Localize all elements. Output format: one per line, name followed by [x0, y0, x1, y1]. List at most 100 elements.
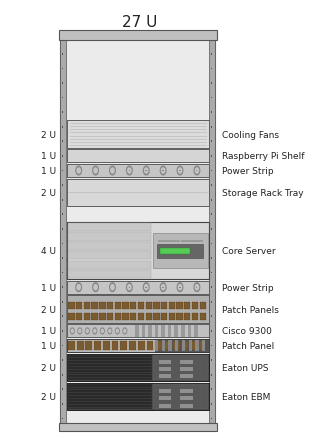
Text: 1 U: 1 U — [41, 283, 56, 292]
Bar — [62, 359, 63, 361]
Bar — [179, 170, 180, 172]
Bar — [155, 325, 158, 337]
Bar — [67, 354, 209, 381]
Circle shape — [128, 169, 131, 173]
Text: 1 U: 1 U — [41, 341, 56, 350]
Bar — [62, 185, 63, 187]
Bar — [122, 303, 129, 310]
Bar — [153, 384, 208, 410]
Bar — [68, 261, 151, 269]
Bar — [211, 359, 212, 361]
Circle shape — [115, 328, 119, 334]
Circle shape — [178, 169, 182, 173]
Bar — [76, 303, 82, 310]
Bar — [211, 97, 212, 99]
Circle shape — [100, 328, 104, 334]
Bar — [182, 342, 188, 350]
Bar — [62, 286, 63, 288]
Bar — [181, 403, 193, 408]
Bar — [181, 367, 193, 371]
Bar — [62, 97, 63, 99]
Bar — [99, 303, 105, 310]
Bar — [211, 272, 212, 274]
Text: 2 U: 2 U — [41, 305, 56, 314]
Bar — [68, 384, 152, 410]
Bar — [145, 303, 152, 310]
Bar — [138, 303, 144, 310]
Bar — [68, 242, 151, 251]
Bar — [159, 248, 190, 254]
Bar — [68, 303, 75, 310]
Bar — [211, 112, 212, 114]
Circle shape — [195, 285, 198, 290]
Bar — [148, 325, 152, 337]
Bar — [168, 340, 172, 352]
Bar — [62, 345, 63, 346]
Bar — [211, 214, 212, 215]
Bar — [162, 287, 163, 288]
Bar — [158, 396, 171, 400]
Bar — [211, 155, 212, 157]
Circle shape — [127, 283, 132, 292]
Text: 1 U: 1 U — [41, 166, 56, 176]
Bar — [91, 314, 98, 321]
Bar — [129, 170, 130, 172]
Bar — [62, 229, 63, 230]
Bar — [62, 112, 63, 114]
Bar — [62, 417, 63, 419]
Bar — [158, 367, 171, 371]
Bar — [211, 286, 212, 288]
Bar — [67, 165, 209, 177]
Bar — [181, 360, 193, 364]
Bar — [169, 314, 175, 321]
Bar — [195, 340, 199, 352]
Bar — [196, 287, 197, 288]
Bar — [211, 170, 212, 172]
Bar — [60, 33, 66, 426]
Bar — [99, 314, 105, 321]
Circle shape — [94, 329, 96, 333]
Circle shape — [162, 285, 165, 290]
Bar — [67, 354, 209, 381]
Circle shape — [93, 328, 97, 334]
Bar — [122, 314, 129, 321]
Bar — [181, 389, 193, 393]
Bar — [67, 150, 209, 163]
Circle shape — [124, 329, 126, 333]
Circle shape — [71, 329, 73, 333]
Bar — [115, 314, 121, 321]
Bar — [163, 287, 164, 288]
Circle shape — [177, 283, 183, 292]
Circle shape — [144, 167, 149, 176]
Bar — [67, 179, 209, 207]
Bar — [67, 296, 209, 323]
Bar — [153, 303, 159, 310]
Bar — [196, 170, 197, 172]
Bar — [62, 83, 63, 85]
Bar — [67, 383, 209, 410]
Circle shape — [108, 328, 112, 334]
Bar — [62, 170, 63, 172]
Bar — [190, 342, 197, 350]
Bar — [192, 314, 198, 321]
Circle shape — [145, 285, 148, 290]
Bar — [62, 127, 63, 128]
Bar — [67, 339, 209, 352]
Circle shape — [160, 167, 166, 176]
Circle shape — [160, 283, 166, 292]
Bar — [163, 170, 164, 172]
Bar — [67, 121, 209, 148]
Text: Cooling Fans: Cooling Fans — [222, 130, 279, 139]
Text: Core Server: Core Server — [222, 247, 275, 256]
Circle shape — [162, 169, 165, 173]
Bar — [180, 287, 181, 288]
Bar — [68, 271, 151, 279]
Bar — [162, 170, 163, 172]
Bar — [67, 296, 209, 323]
Bar — [60, 33, 216, 426]
Bar — [62, 316, 63, 318]
Circle shape — [116, 329, 118, 333]
Bar — [130, 303, 136, 310]
Circle shape — [85, 328, 89, 334]
Bar — [211, 316, 212, 318]
